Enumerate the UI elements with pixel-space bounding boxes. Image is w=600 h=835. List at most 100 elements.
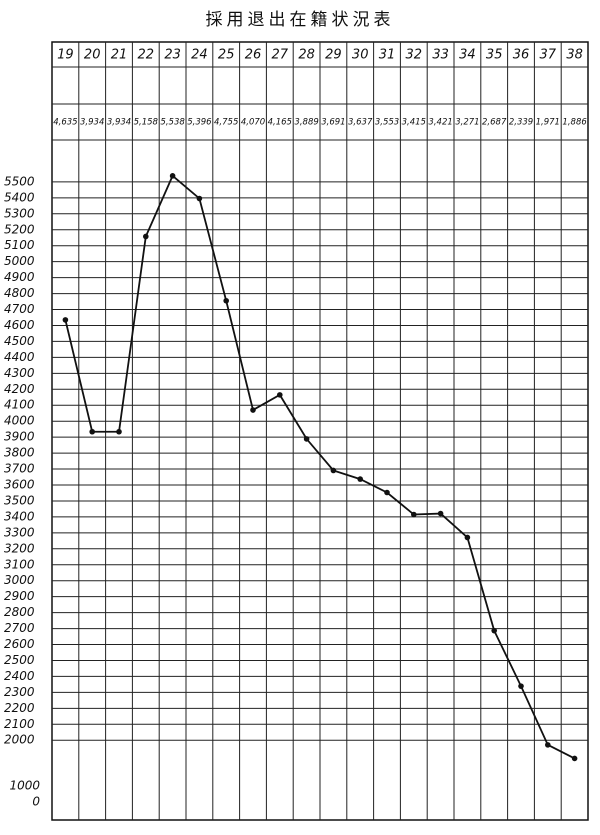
x-tick-label: 33 (432, 48, 449, 63)
point (62, 317, 69, 323)
x-tick-label: 21 (111, 48, 128, 63)
point (223, 297, 229, 304)
y-tick-label: 2100 (4, 717, 35, 731)
point (303, 436, 310, 442)
point (89, 428, 95, 435)
value-label: 3,934 (107, 118, 131, 128)
x-tick-label: 32 (406, 48, 423, 63)
y-tick-label: 3500 (4, 493, 35, 507)
value-label: 4,165 (268, 118, 292, 128)
y-tick-label: 2500 (4, 653, 35, 667)
point (491, 627, 498, 634)
x-tick-label: 20 (84, 48, 101, 63)
y-tick-label: 3200 (4, 541, 35, 555)
x-tick-label: 24 (191, 48, 208, 63)
x-tick-label: 38 (566, 48, 583, 63)
axis-break-label: 1000 (9, 779, 40, 793)
y-tick-label: 4800 (4, 286, 35, 300)
value-label: 3,889 (294, 118, 318, 128)
y-tick-label: 3000 (4, 573, 35, 587)
y-tick-label: 5500 (4, 174, 35, 188)
y-tick-label: 4200 (4, 382, 35, 396)
y-tick-label: 4500 (4, 334, 35, 348)
point (330, 467, 337, 474)
x-tick-label: 37 (540, 48, 557, 63)
value-label: 1,971 (536, 118, 560, 128)
y-tick-label: 2600 (4, 637, 35, 651)
x-tick-label: 26 (245, 48, 262, 63)
y-tick-label: 2800 (4, 605, 35, 619)
x-tick-label: 22 (138, 48, 155, 63)
value-label: 3,271 (455, 118, 479, 128)
y-tick-label: 2900 (4, 589, 35, 603)
value-label: 5,538 (160, 118, 185, 128)
y-tick-label: 3700 (4, 462, 35, 476)
y-tick-label: 2700 (4, 621, 35, 635)
y-tick-label: 3600 (4, 478, 35, 492)
y-tick-label: 5400 (4, 190, 35, 204)
x-tick-label: 23 (164, 48, 181, 63)
x-tick-label: 19 (57, 48, 74, 63)
y-tick-label: 2200 (4, 701, 35, 715)
y-tick-label: 3900 (4, 430, 35, 444)
point (411, 511, 417, 518)
point (277, 392, 283, 398)
y-tick-label: 4000 (4, 414, 35, 428)
value-label: 3,637 (348, 118, 373, 128)
value-label: 3,691 (321, 118, 345, 128)
y-tick-label: 4700 (4, 302, 35, 316)
point (571, 755, 578, 762)
point (250, 407, 256, 413)
y-tick-label: 5000 (4, 254, 35, 268)
point (518, 683, 524, 689)
point (196, 195, 203, 202)
y-tick-label: 3100 (4, 557, 35, 571)
y-tick-label: 4600 (4, 318, 35, 332)
y-tick-label: 4900 (4, 270, 35, 284)
x-tick-label: 30 (352, 48, 369, 63)
y-tick-label: 5200 (4, 222, 35, 236)
y-tick-label: 4100 (4, 398, 35, 412)
y-tick-label: 5300 (4, 206, 35, 220)
x-tick-label: 36 (513, 48, 530, 63)
value-label: 1,886 (562, 118, 587, 128)
x-tick-label: 29 (325, 48, 342, 63)
point (464, 534, 471, 541)
value-label: 3,553 (375, 118, 399, 128)
y-tick-label: 3300 (4, 525, 35, 539)
line (64, 174, 576, 760)
value-label: 5,396 (187, 118, 212, 128)
y-tick-label: 4300 (4, 366, 35, 380)
x-tick-label: 35 (486, 48, 503, 63)
value-label: 3,421 (428, 118, 452, 128)
point (357, 476, 364, 482)
value-label: 3,415 (402, 118, 426, 128)
x-tick-label: 27 (272, 48, 289, 63)
y-tick-label: 2400 (4, 669, 35, 683)
point (437, 510, 444, 517)
x-tick-label: 31 (379, 48, 396, 63)
value-label: 2,339 (509, 118, 533, 128)
y-tick-label: 2000 (4, 733, 35, 747)
value-label: 3,934 (80, 118, 104, 128)
axis-break-label: 0 (32, 795, 40, 809)
chart-title: 採用退出在籍状況表 (206, 10, 395, 30)
y-tick-label: 3400 (4, 509, 35, 523)
point (384, 489, 390, 496)
value-label: 4,635 (53, 118, 77, 128)
value-label: 2,687 (482, 118, 507, 128)
y-tick-label: 3800 (4, 446, 35, 460)
point (116, 428, 122, 435)
value-label: 5,158 (134, 118, 159, 128)
point (169, 173, 176, 179)
point (545, 742, 551, 748)
x-tick-label: 28 (298, 48, 315, 63)
y-tick-label: 5100 (4, 238, 35, 252)
y-tick-label: 2300 (4, 685, 35, 699)
x-tick-label: 34 (459, 48, 476, 63)
value-label: 4,755 (214, 118, 238, 128)
value-label: 4,070 (241, 118, 265, 128)
point (143, 233, 149, 240)
x-tick-label: 25 (218, 48, 235, 63)
